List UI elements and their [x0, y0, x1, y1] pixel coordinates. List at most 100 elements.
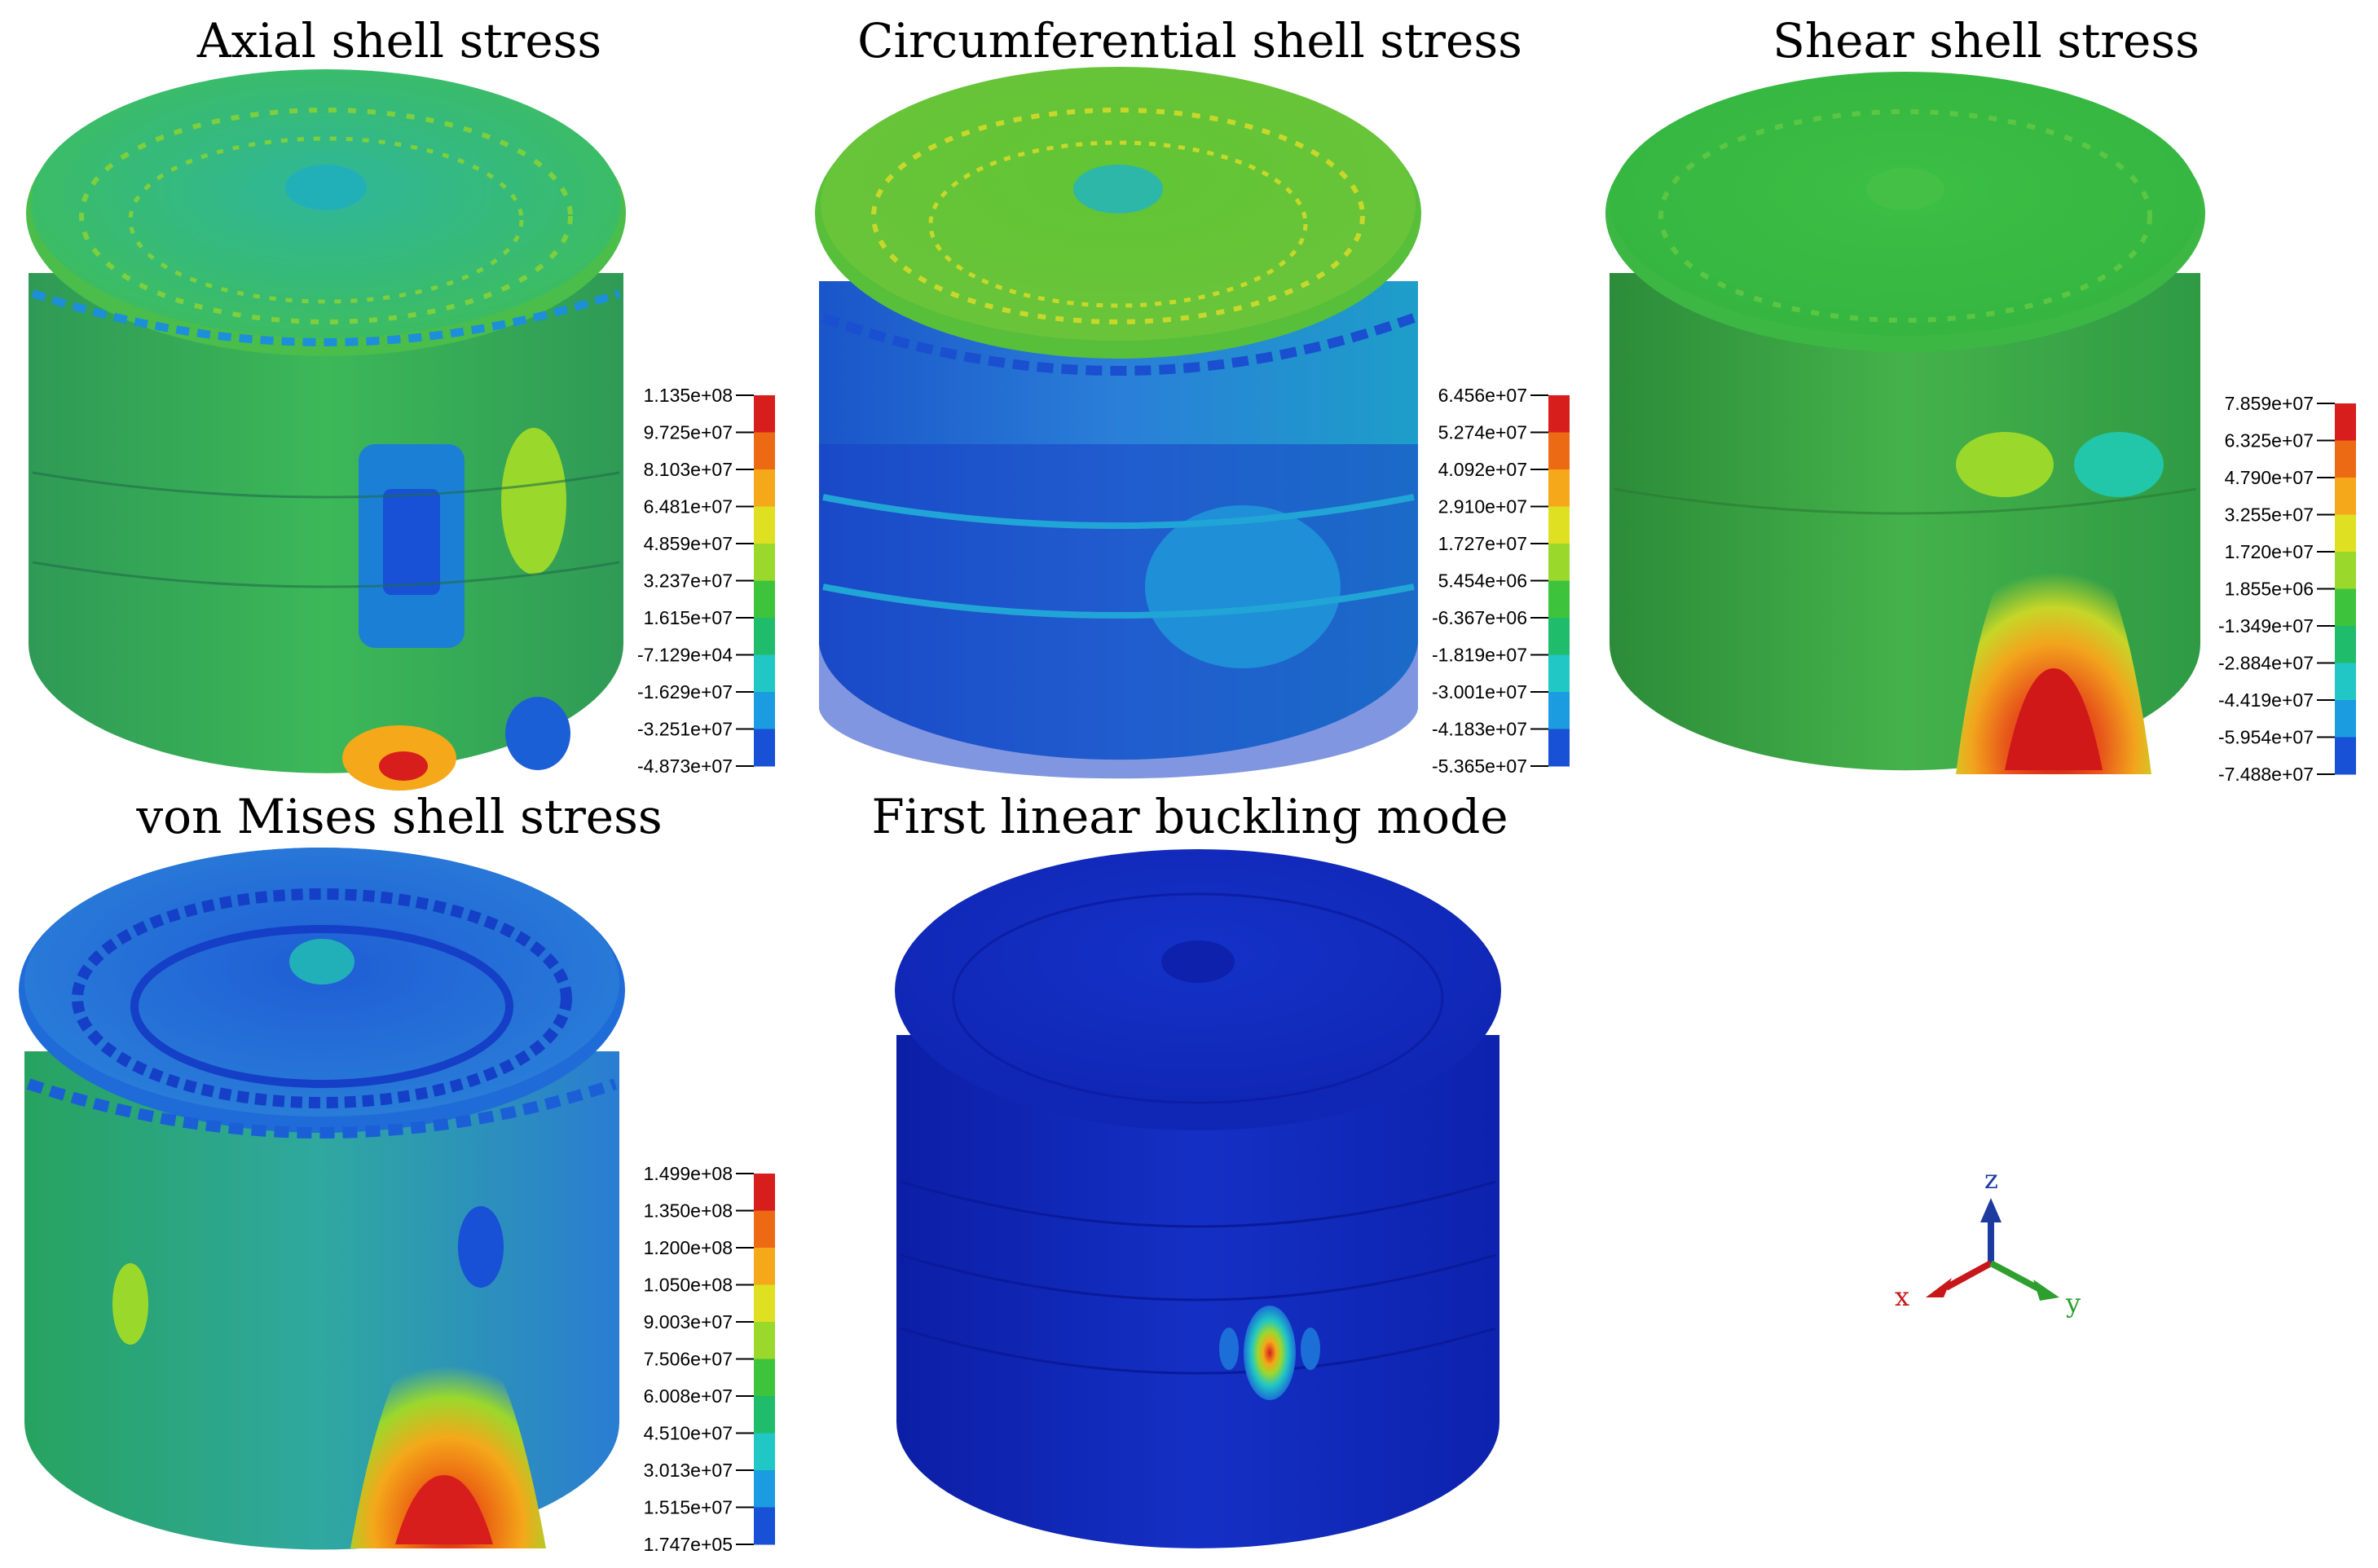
- tank-model: [1605, 72, 2205, 774]
- tank-model: [815, 67, 1421, 779]
- colorbar-tick-label: 1.350e+08: [644, 1200, 733, 1222]
- colorbar-band: [2335, 588, 2356, 627]
- panel-axial-stress: Axial shell stress 1.135e+08 9.725e+07 8.1…: [26, 13, 775, 791]
- tank-model: [19, 848, 625, 1550]
- colorbar: 7.859e+07 6.325e+07 4.790e+07 3.255e+07 1.72…: [2218, 393, 2356, 785]
- colorbar-band: [754, 1322, 775, 1359]
- panel-circumferential-stress: Circumferential shell stress 6.456e+07 5.…: [815, 13, 1570, 779]
- colorbar-tick-label: 2.910e+07: [1438, 496, 1527, 518]
- colorbar-tick-label: 1.727e+07: [1438, 533, 1527, 554]
- colorbar-band: [2335, 514, 2356, 553]
- z-axis-label: z: [1984, 1164, 1998, 1195]
- colorbar-band: [2335, 478, 2356, 515]
- colorbar-band: [754, 580, 775, 619]
- colorbar-tick-label: 6.456e+07: [1438, 385, 1527, 406]
- colorbar-band: [754, 544, 775, 581]
- panel-buckling-mode: First linear buckling mode: [871, 789, 1508, 1548]
- colorbar-band: [754, 618, 775, 655]
- colorbar-tick-label: 1.499e+08: [644, 1163, 733, 1184]
- panel-title: Circumferential shell stress: [857, 13, 1522, 68]
- panel-title: First linear buckling mode: [871, 789, 1508, 844]
- x-axis-label: x: [1895, 1281, 1909, 1312]
- colorbar-tick-label: 1.515e+07: [644, 1497, 733, 1518]
- panel-title: Axial shell stress: [196, 13, 601, 68]
- colorbar-tick-label: 7.506e+07: [644, 1349, 733, 1370]
- colorbar-band: [754, 654, 775, 693]
- colorbar-tick-label: -4.419e+07: [2218, 689, 2314, 711]
- colorbar-tick-label: -1.819e+07: [1432, 645, 1527, 666]
- colorbar-band: [1548, 618, 1570, 655]
- colorbar-tick-label: -7.129e+04: [637, 645, 733, 666]
- colorbar-band: [754, 1396, 775, 1434]
- colorbar-tick-label: -3.251e+07: [637, 719, 733, 740]
- colorbar: 1.499e+08 1.350e+08 1.200e+08 1.050e+08 9.00…: [644, 1163, 775, 1555]
- colorbar-tick-label: -2.884e+07: [2218, 653, 2314, 674]
- colorbar-tick-label: 6.325e+07: [2225, 430, 2314, 451]
- colorbar-tick-label: 7.859e+07: [2225, 393, 2314, 414]
- colorbar-tick-label: 1.747e+05: [644, 1534, 733, 1555]
- colorbar-band: [1548, 729, 1570, 767]
- colorbar-band: [1548, 544, 1570, 581]
- colorbar-band: [754, 729, 775, 767]
- colorbar-band: [2335, 737, 2356, 775]
- colorbar-tick-label: 1.200e+08: [644, 1237, 733, 1258]
- colorbar-band: [1548, 469, 1570, 507]
- colorbar-tick-label: 1.050e+08: [644, 1275, 733, 1296]
- colorbar-band: [754, 1359, 775, 1397]
- colorbar-tick-label: 6.008e+07: [644, 1385, 733, 1407]
- colorbar-band: [754, 1433, 775, 1471]
- colorbar-band: [754, 469, 775, 507]
- colorbar-tick-label: -4.183e+07: [1432, 719, 1527, 740]
- colorbar-tick-label: 3.013e+07: [644, 1460, 733, 1481]
- colorbar-tick-label: 5.454e+06: [1438, 570, 1527, 592]
- colorbar-band: [754, 692, 775, 729]
- colorbar-tick-label: 4.859e+07: [644, 533, 733, 554]
- tank-model: [895, 849, 1501, 1548]
- panel-title: von Mises shell stress: [135, 789, 662, 844]
- colorbar-tick-label: -4.873e+07: [637, 755, 733, 777]
- colorbar-band: [2335, 700, 2356, 738]
- colorbar-band: [1548, 580, 1570, 619]
- colorbar-tick-label: 1.720e+07: [2225, 541, 2314, 562]
- colorbar-tick-label: -5.365e+07: [1432, 755, 1527, 777]
- colorbar-tick-label: 1.135e+08: [644, 385, 733, 406]
- colorbar-tick-label: 6.481e+07: [644, 496, 733, 518]
- tank-model: [26, 69, 626, 791]
- panel-title: Shear shell stress: [1772, 13, 2200, 68]
- colorbar-tick-label: 5.274e+07: [1438, 422, 1527, 443]
- colorbar-band: [754, 506, 775, 544]
- colorbar-band: [2335, 626, 2356, 663]
- colorbar-tick-label: 9.003e+07: [644, 1311, 733, 1332]
- colorbar-band: [2335, 403, 2356, 441]
- colorbar-band: [2335, 440, 2356, 478]
- colorbar: 1.135e+08 9.725e+07 8.103e+07 6.481e+07 4.85…: [637, 385, 775, 777]
- colorbar-tick-label: 8.103e+07: [644, 459, 733, 480]
- colorbar-tick-label: 3.255e+07: [2225, 504, 2314, 526]
- colorbar-band: [1548, 432, 1570, 470]
- colorbar-tick-label: 3.237e+07: [644, 570, 733, 592]
- colorbar-tick-label: -5.954e+07: [2218, 727, 2314, 748]
- colorbar-tick-label: 4.790e+07: [2225, 467, 2314, 488]
- colorbar-tick-label: -1.629e+07: [637, 681, 733, 703]
- panel-shear-stress: Shear shell stress 7.859e+07 6.325e+07 4.7…: [1605, 13, 2356, 785]
- colorbar-band: [754, 1210, 775, 1249]
- colorbar-band: [754, 1284, 775, 1323]
- colorbar-tick-label: -6.367e+06: [1432, 607, 1527, 628]
- colorbar-tick-label: 4.092e+07: [1438, 459, 1527, 480]
- colorbar-band: [754, 432, 775, 470]
- colorbar-tick-label: -1.349e+07: [2218, 615, 2314, 636]
- colorbar-band: [2335, 552, 2356, 589]
- colorbar-band: [1548, 692, 1570, 729]
- colorbar-tick-label: 1.615e+07: [644, 607, 733, 628]
- panel-von-mises-stress: von Mises shell stress 1.499e+08 1.350e+0…: [19, 789, 775, 1555]
- colorbar-band: [754, 1174, 775, 1211]
- colorbar-tick-label: -7.488e+07: [2218, 764, 2314, 785]
- colorbar-band: [1548, 654, 1570, 693]
- colorbar-band: [2335, 663, 2356, 701]
- coordinate-axes-triad: z x y: [1895, 1164, 2081, 1319]
- colorbar-tick-label: 4.510e+07: [644, 1423, 733, 1444]
- colorbar-band: [754, 1248, 775, 1285]
- y-axis-label: y: [2065, 1288, 2081, 1319]
- colorbar: 6.456e+07 5.274e+07 4.092e+07 2.910e+07 1.72…: [1432, 385, 1570, 777]
